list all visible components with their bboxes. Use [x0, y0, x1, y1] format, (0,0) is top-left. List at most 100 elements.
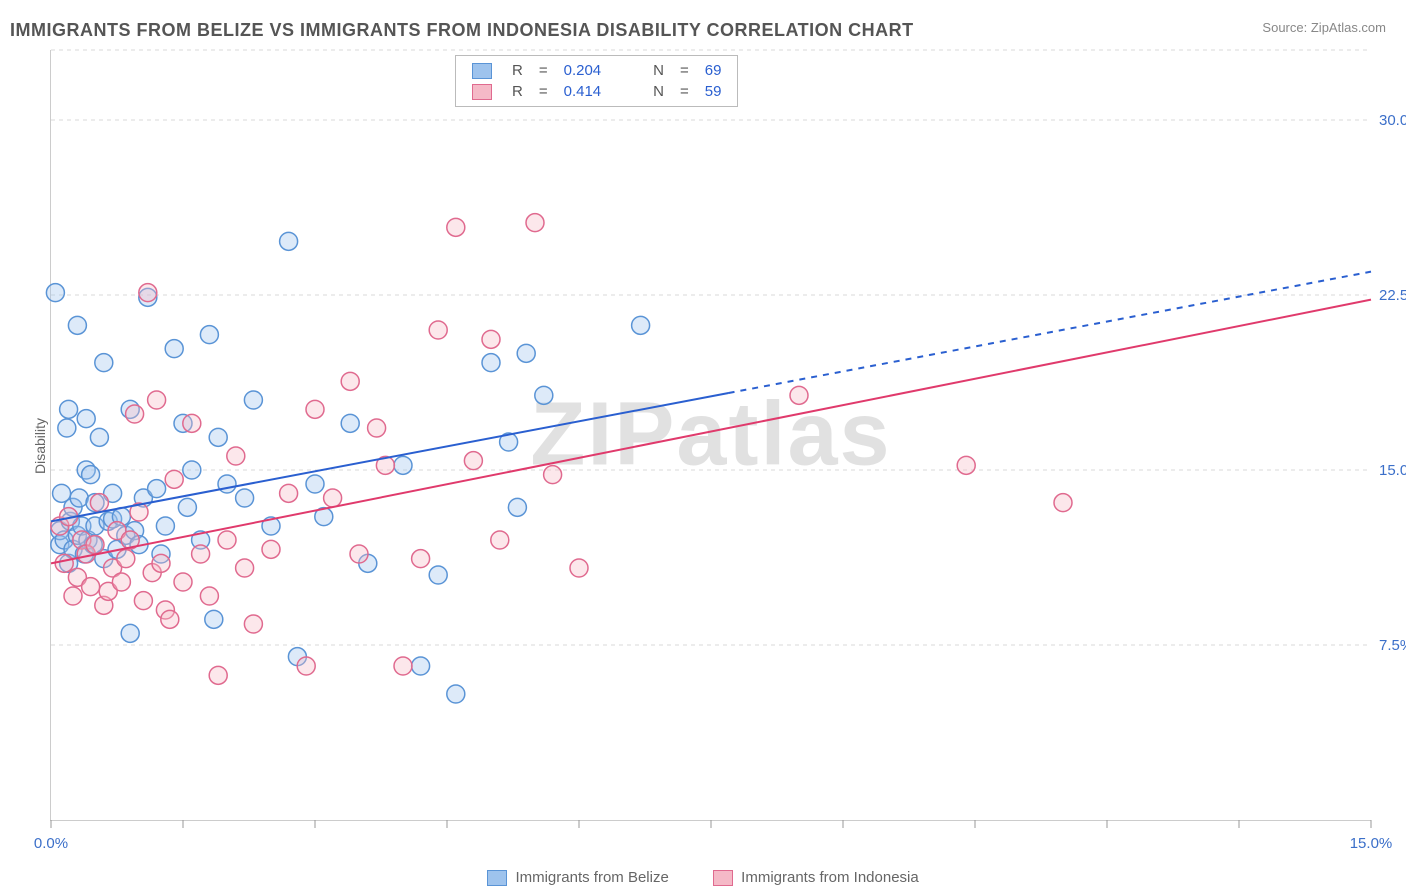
data-point — [464, 452, 482, 470]
data-point — [90, 494, 108, 512]
data-point — [117, 550, 135, 568]
data-point — [126, 405, 144, 423]
data-point — [192, 545, 210, 563]
data-point — [209, 666, 227, 684]
data-point — [447, 218, 465, 236]
data-point — [46, 284, 64, 302]
chart-title: IMMIGRANTS FROM BELIZE VS IMMIGRANTS FRO… — [10, 20, 914, 41]
source-attribution: Source: ZipAtlas.com — [1262, 20, 1386, 35]
data-point — [244, 615, 262, 633]
r-label: R — [512, 83, 523, 100]
swatch-indonesia — [472, 84, 492, 100]
series-legend: Immigrants from Belize Immigrants from I… — [0, 869, 1406, 886]
r-value-indonesia: 0.414 — [564, 83, 602, 100]
data-point — [227, 447, 245, 465]
legend-item-indonesia: Immigrants from Indonesia — [713, 869, 919, 886]
r-label: R — [512, 62, 523, 79]
data-point — [134, 592, 152, 610]
y-tick-label: 30.0% — [1379, 112, 1406, 129]
data-point — [508, 498, 526, 516]
data-point — [64, 587, 82, 605]
data-point — [161, 610, 179, 628]
plot-area: ZIPatlas 7.5%15.0%22.5%30.0%0.0%15.0% — [50, 50, 1371, 821]
data-point — [632, 316, 650, 334]
data-point — [152, 554, 170, 572]
data-point — [491, 531, 509, 549]
data-point — [544, 466, 562, 484]
y-axis-label: Disability — [32, 418, 48, 474]
data-point — [60, 400, 78, 418]
data-point — [957, 456, 975, 474]
data-point — [244, 391, 262, 409]
legend-row-belize: R = 0.204 N = 69 — [464, 60, 729, 81]
data-point — [183, 461, 201, 479]
n-label: N — [653, 83, 664, 100]
data-point — [412, 550, 430, 568]
legend-item-belize: Immigrants from Belize — [487, 869, 669, 886]
data-point — [482, 354, 500, 372]
data-point — [570, 559, 588, 577]
data-point — [148, 391, 166, 409]
data-point — [324, 489, 342, 507]
data-point — [139, 284, 157, 302]
legend-label-indonesia: Immigrants from Indonesia — [741, 869, 919, 886]
data-point — [58, 419, 76, 437]
swatch-belize — [472, 63, 492, 79]
data-point — [218, 475, 236, 493]
data-point — [412, 657, 430, 675]
trend-line-dashed — [729, 272, 1371, 393]
swatch-indonesia — [713, 870, 733, 886]
data-point — [112, 573, 130, 591]
data-point — [280, 232, 298, 250]
data-point — [200, 587, 218, 605]
trend-line — [51, 300, 1371, 564]
data-point — [165, 470, 183, 488]
eq: = — [539, 62, 548, 79]
data-point — [306, 400, 324, 418]
data-point — [350, 545, 368, 563]
data-point — [394, 657, 412, 675]
source-label: Source: — [1262, 20, 1307, 35]
data-point — [183, 414, 201, 432]
data-point — [535, 386, 553, 404]
data-point — [262, 540, 280, 558]
data-point — [341, 414, 359, 432]
data-point — [55, 554, 73, 572]
data-point — [482, 330, 500, 348]
data-point — [297, 657, 315, 675]
data-point — [218, 531, 236, 549]
n-value-indonesia: 59 — [705, 83, 722, 100]
n-label: N — [653, 62, 664, 79]
data-point — [121, 624, 139, 642]
correlation-legend: R = 0.204 N = 69 R = 0.414 N = 59 — [455, 55, 738, 107]
data-point — [429, 321, 447, 339]
chart-svg: 7.5%15.0%22.5%30.0%0.0%15.0% — [51, 50, 1371, 820]
data-point — [306, 475, 324, 493]
data-point — [82, 578, 100, 596]
data-point — [394, 456, 412, 474]
data-point — [82, 466, 100, 484]
eq: = — [680, 62, 689, 79]
data-point — [341, 372, 359, 390]
data-point — [156, 517, 174, 535]
data-point — [429, 566, 447, 584]
data-point — [280, 484, 298, 502]
data-point — [95, 354, 113, 372]
data-point — [165, 340, 183, 358]
data-point — [205, 610, 223, 628]
eq: = — [680, 83, 689, 100]
x-tick-label: 15.0% — [1350, 835, 1393, 852]
data-point — [790, 386, 808, 404]
data-point — [1054, 494, 1072, 512]
data-point — [148, 480, 166, 498]
data-point — [174, 573, 192, 591]
trend-line — [51, 393, 729, 521]
data-point — [68, 316, 86, 334]
data-point — [86, 536, 104, 554]
data-point — [236, 489, 254, 507]
y-tick-label: 15.0% — [1379, 462, 1406, 479]
eq: = — [539, 83, 548, 100]
data-point — [517, 344, 535, 362]
source-name: ZipAtlas.com — [1311, 20, 1386, 35]
swatch-belize — [487, 870, 507, 886]
